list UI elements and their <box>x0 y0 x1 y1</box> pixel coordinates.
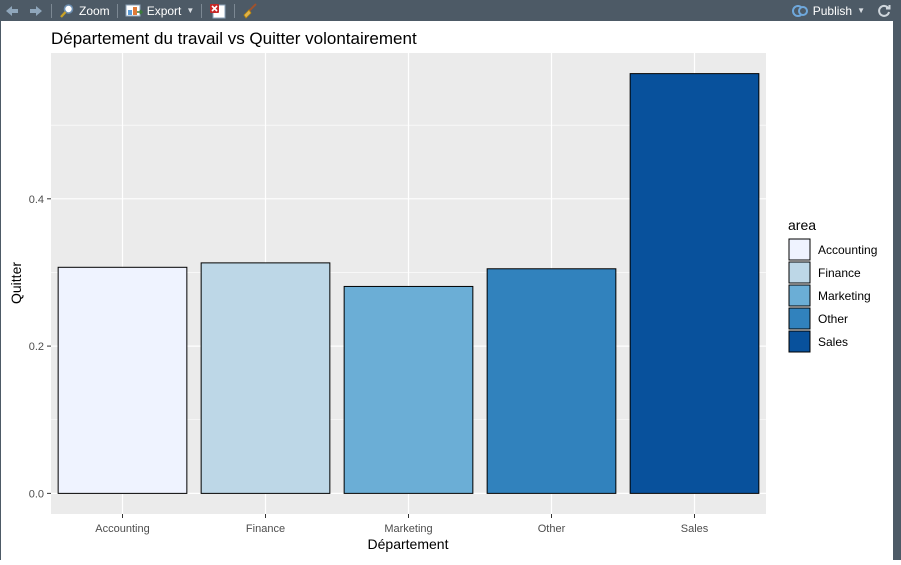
publish-icon <box>791 4 808 17</box>
bar-other <box>486 268 617 494</box>
refresh-icon <box>878 4 891 17</box>
export-label: Export <box>146 3 182 18</box>
export-button[interactable]: Export ▼ <box>121 0 199 21</box>
chevron-down-icon: ▼ <box>186 6 195 15</box>
toolbar-divider <box>116 3 118 18</box>
broom-clear-icon <box>243 2 258 19</box>
toolbar-divider <box>201 3 203 18</box>
remove-plot-icon <box>210 3 226 18</box>
legend-swatch-marketing <box>788 284 811 307</box>
back-arrow-icon <box>6 5 18 16</box>
refresh-button[interactable] <box>873 0 895 21</box>
bar-accounting <box>57 266 188 494</box>
back-button[interactable] <box>0 0 24 21</box>
legend-label-finance: Finance <box>818 266 861 280</box>
x-axis-label: Département <box>368 536 449 552</box>
y-tick-label: 0.4 <box>29 194 44 206</box>
x-tick-label: Sales <box>681 523 709 535</box>
bars <box>57 73 760 494</box>
bar-finance <box>200 262 331 494</box>
chart-title: Département du travail vs Quitter volont… <box>51 29 417 48</box>
legend-label-other: Other <box>818 312 848 326</box>
x-tick-label: Finance <box>246 523 285 535</box>
zoom-button[interactable]: Zoom <box>55 0 114 21</box>
plot-viewer: Département du travail vs Quitter volont… <box>0 21 901 560</box>
y-tick-label: 0.0 <box>29 488 44 500</box>
legend-swatch-accounting <box>788 238 811 261</box>
pane-border <box>893 21 901 560</box>
x-tick-label: Accounting <box>95 523 149 535</box>
y-axis-ticks: 0.0 0.2 0.4 <box>29 194 51 500</box>
x-tick-label: Other <box>538 523 566 535</box>
x-axis-ticks: Accounting Finance Marketing Other Sales <box>95 514 709 535</box>
forward-button[interactable] <box>24 0 48 21</box>
legend-label-accounting: Accounting <box>818 243 877 257</box>
toolbar-divider <box>51 3 52 18</box>
remove-plot-button[interactable] <box>205 0 231 21</box>
publish-button[interactable]: Publish ▼ <box>787 0 869 21</box>
x-tick-label: Marketing <box>384 523 432 535</box>
bar-sales <box>629 73 760 494</box>
bar-chart: Département du travail vs Quitter volont… <box>8 29 877 552</box>
forward-arrow-icon <box>30 5 42 16</box>
legend: area Accounting Finance Marketing Other Sale… <box>788 217 877 353</box>
plot-toolbar: Zoom Export ▼ Publish <box>0 0 901 21</box>
export-image-icon <box>125 4 143 16</box>
toolbar-divider <box>234 3 236 18</box>
y-tick-label: 0.2 <box>29 341 44 353</box>
legend-swatch-finance <box>788 261 811 284</box>
legend-label-marketing: Marketing <box>818 289 871 303</box>
legend-swatch-other <box>788 307 811 330</box>
bar-marketing <box>343 285 474 494</box>
legend-label-sales: Sales <box>818 335 848 349</box>
y-axis-label: Quitter <box>8 262 24 304</box>
zoom-magnifier-icon <box>60 3 74 18</box>
zoom-label: Zoom <box>79 3 110 18</box>
publish-label: Publish <box>812 3 853 18</box>
chevron-down-icon: ▼ <box>857 6 865 15</box>
clear-all-button[interactable] <box>238 0 262 21</box>
legend-swatch-sales <box>788 330 811 353</box>
legend-title: area <box>788 217 816 233</box>
